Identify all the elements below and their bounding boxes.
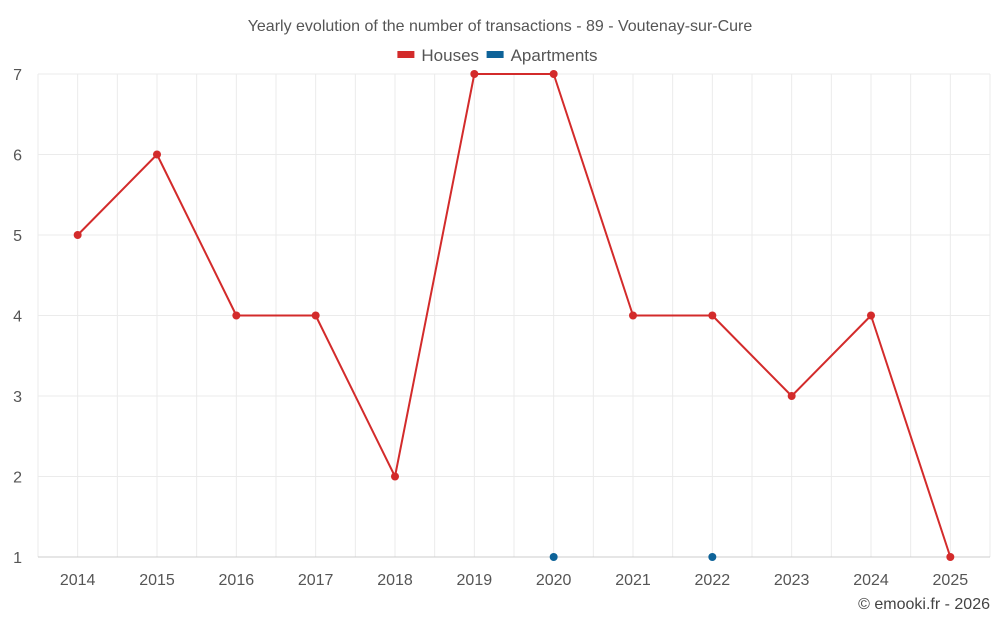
- x-tick-label: 2019: [457, 572, 493, 589]
- houses-point[interactable]: [311, 311, 320, 320]
- credit-text: © emooki.fr - 2026: [858, 596, 990, 613]
- series: [73, 70, 955, 561]
- houses-point[interactable]: [549, 70, 558, 78]
- y-tick-label: 1: [13, 550, 22, 567]
- y-tick-label: 2: [13, 470, 22, 487]
- y-tick-label: 6: [13, 148, 22, 165]
- apartments-point[interactable]: [549, 553, 558, 561]
- houses-point[interactable]: [787, 392, 796, 400]
- houses-point[interactable]: [470, 70, 479, 78]
- x-tick-label: 2017: [298, 572, 334, 589]
- houses-point[interactable]: [946, 553, 955, 561]
- houses-legend-swatch[interactable]: [397, 51, 415, 58]
- houses-point[interactable]: [629, 311, 637, 320]
- x-tick-label: 2025: [933, 572, 969, 589]
- y-tick-label: 3: [13, 389, 22, 406]
- x-tick-label: 2022: [695, 572, 731, 589]
- houses-point[interactable]: [153, 150, 161, 159]
- x-tick-label: 2024: [853, 572, 889, 589]
- y-tick-label: 5: [13, 228, 22, 245]
- x-tick-label: 2023: [774, 572, 810, 589]
- houses-point[interactable]: [73, 231, 82, 239]
- houses-point[interactable]: [391, 472, 399, 481]
- apartments-legend-swatch[interactable]: [486, 51, 504, 58]
- houses-point[interactable]: [708, 311, 717, 320]
- x-tick-label: 2020: [536, 572, 572, 589]
- x-tick-label: 2014: [60, 572, 96, 589]
- houses-series-line: [76, 73, 952, 558]
- y-tick-label: 4: [13, 309, 22, 326]
- apartments-legend-label[interactable]: Apartments: [511, 46, 598, 65]
- legend: Houses Apartments: [397, 46, 598, 65]
- x-tick-label: 2015: [139, 572, 175, 589]
- x-tick-label: 2016: [219, 572, 255, 589]
- apartments-point[interactable]: [708, 553, 717, 561]
- x-tick-label: 2018: [377, 572, 413, 589]
- y-tick-label: 7: [13, 67, 22, 84]
- houses-point[interactable]: [867, 311, 875, 320]
- x-tick-label: 2021: [615, 572, 651, 589]
- chart-title: Yearly evolution of the number of transa…: [248, 18, 753, 35]
- grid: [37, 73, 991, 557]
- axes: 1 2 3 4 5 6 7 2014 2015 2016 2017 2018 2019 2020 2021 2…: [13, 67, 990, 589]
- houses-point[interactable]: [232, 311, 241, 320]
- houses-legend-label[interactable]: Houses: [421, 46, 479, 65]
